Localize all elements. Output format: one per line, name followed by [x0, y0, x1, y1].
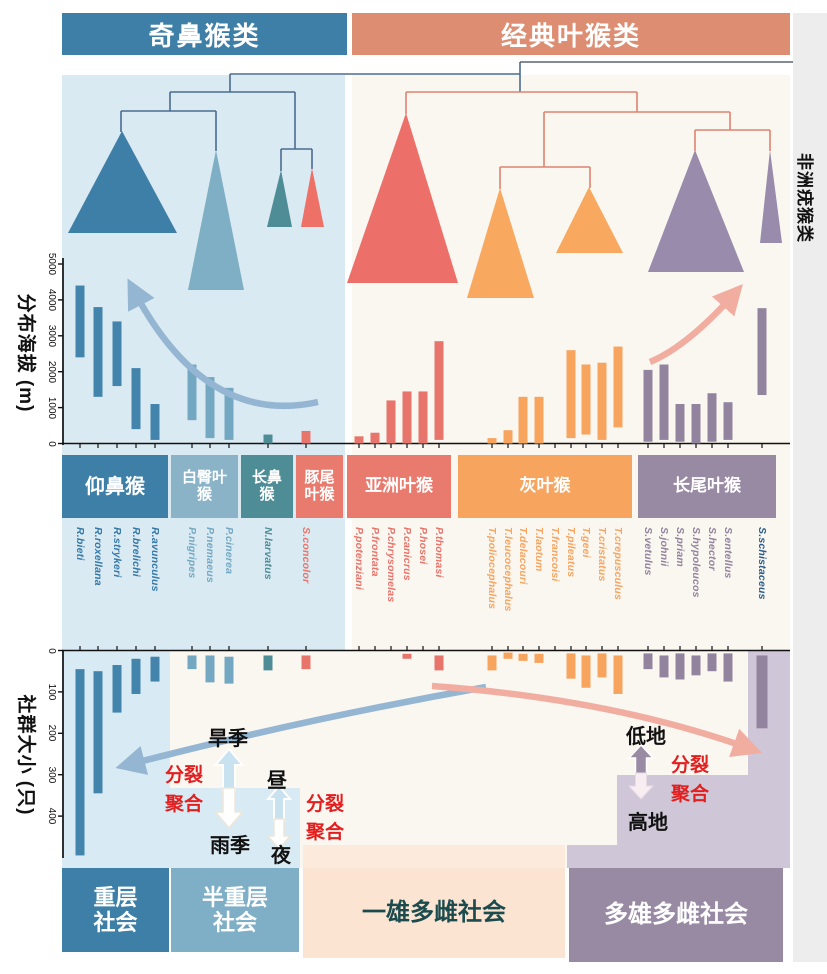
- group-size-bar-P.nigripes: [187, 655, 197, 670]
- group-size-bar-T.crepusculus: [613, 655, 623, 694]
- group-size-bar-T.pileatus: [566, 653, 576, 679]
- header-odd-nosed: 奇鼻猴类: [62, 13, 347, 55]
- outgroup-strip: [793, 13, 827, 962]
- group-size-bar-T.geei: [581, 655, 591, 688]
- group-size-bar-S.vetulus: [643, 653, 653, 670]
- night-label: 夜: [271, 845, 291, 867]
- group-size-bar-S.priam: [675, 653, 685, 680]
- elevation-bar-S.entellus: [723, 402, 733, 440]
- elevation-bar-S.hector: [707, 393, 717, 442]
- group-size-bar-T.delacouri: [518, 653, 528, 661]
- group-size-bar-P.thomasi: [434, 655, 444, 671]
- elevation-bar-T.pileatus: [566, 350, 576, 439]
- elevation-bar-S.vetulus: [643, 369, 653, 442]
- elevation-bar-P.frontata: [370, 432, 380, 444]
- elevation-bar-P.canicrus: [402, 391, 412, 444]
- trend-arrow-elevation-up-right: [648, 284, 743, 365]
- clade-triangle-Pygathrix: [188, 150, 244, 290]
- lowland-label: 低地: [626, 726, 666, 748]
- group-size-bar-T.poliocephalus: [487, 655, 497, 671]
- elevation-bar-R.bieti: [75, 285, 85, 358]
- group-size-axis-title: 社群大小 (只): [15, 694, 36, 816]
- elevation-bar-R.brelichi: [131, 368, 141, 430]
- clade-triangle-Semnopithecus: [648, 150, 744, 272]
- clade-triangle-Nasalis: [267, 170, 292, 227]
- clade-triangle-Trachypithecus-A: [467, 188, 534, 298]
- header-classic-langurs: 经典叶猴类: [352, 13, 790, 55]
- clade-triangle-Rhinopithecus: [68, 131, 177, 233]
- elevation-bar-T.poliocephalus: [487, 438, 497, 444]
- rainy-season-label: 雨季: [210, 835, 250, 857]
- elevation-bar-T.laotum: [534, 396, 544, 444]
- elevation-bar-T.cristatus: [597, 362, 607, 440]
- trend-arrow-group-size-right: [431, 682, 763, 757]
- group-size-bar-S.schistaceus: [756, 655, 768, 729]
- elevation-bar-R.strykeri: [112, 321, 122, 387]
- group-size-bar-S.johnii: [659, 655, 669, 678]
- elevation-bar-P.nemaeus: [205, 377, 215, 439]
- group-size-bar-R.avunculus: [150, 656, 160, 682]
- elevation-bar-S.johnii: [659, 364, 669, 440]
- header-classic-langurs-label: 经典叶猴类: [500, 20, 641, 51]
- elevation-bar-P.chrysomelas: [386, 400, 396, 444]
- group-size-bar-R.bieti: [75, 669, 85, 856]
- fusion-label-season: 聚合: [164, 794, 204, 815]
- dry-season-label: 旱季: [208, 728, 248, 750]
- elevation-bar-P.thomasi: [434, 341, 444, 440]
- group-size-bar-S.hector: [707, 653, 717, 672]
- elevation-bar-T.crepusculus: [613, 346, 623, 428]
- elevation-bar-S.priam: [675, 404, 685, 442]
- trend-arrow-group-size-left: [115, 683, 487, 775]
- elevation-bar-P.cinerea: [224, 387, 234, 440]
- clade-triangle-Presbytis: [347, 113, 458, 283]
- trend-arrow-elevation-up-left: [127, 278, 319, 409]
- elevation-bar-P.potenziani: [354, 436, 364, 444]
- header-odd-nosed-label: 奇鼻猴类: [148, 20, 261, 51]
- down-arrow-highland: [627, 772, 655, 800]
- group-size-bar-T.leucocephalus: [503, 652, 513, 659]
- fission-label-season: 分裂: [164, 765, 204, 786]
- group-size-bar-P.nemaeus: [205, 655, 215, 683]
- down-arrow-night: [266, 818, 292, 851]
- elevation-axis-title: 分布海拔 (m): [15, 293, 36, 413]
- elevation-bar-T.geei: [581, 364, 591, 435]
- elevation-bar-S.schistaceus: [757, 308, 767, 396]
- group-size-bar-S.hypoleucos: [691, 655, 701, 676]
- bottom-bg-purple-staircase: [567, 651, 790, 868]
- elevation-bar-S.hypoleucos: [691, 404, 701, 444]
- bottom-peach-strip: [303, 845, 565, 868]
- elevation-bar-R.roxellana: [93, 307, 103, 397]
- fusion-label-altitude: 聚合: [670, 784, 710, 805]
- panel-bg-odd-nosed: [62, 75, 345, 650]
- group-size-bar-R.roxellana: [93, 671, 103, 794]
- elevation-bar-T.delacouri: [518, 396, 528, 444]
- group-size-bar-R.strykeri: [112, 664, 122, 713]
- group-size-bar-N.larvatus: [263, 655, 273, 671]
- clade-triangle-Trachypithecus-B: [556, 187, 623, 253]
- group-size-bar-S.concolor: [301, 655, 311, 670]
- fusion-label-daynight: 聚合: [305, 822, 345, 843]
- elevation-bar-R.avunculus: [150, 404, 160, 440]
- elevation-bar-S.concolor: [301, 430, 311, 444]
- highland-label: 高地: [628, 812, 668, 834]
- elevation-bar-N.larvatus: [263, 434, 273, 444]
- fission-label-altitude: 分裂: [670, 755, 710, 776]
- group-size-bar-T.cristatus: [597, 653, 607, 678]
- group-size-bar-R.brelichi: [131, 658, 141, 694]
- clade-triangle-Semnopithecus-schistaceus: [760, 150, 782, 243]
- elevation-bar-P.nigripes: [187, 364, 197, 421]
- day-label: 昼: [267, 770, 287, 792]
- group-size-bar-S.entellus: [723, 653, 733, 682]
- clade-triangle-Simias: [301, 168, 324, 227]
- elevation-bar-P.hosei: [418, 391, 428, 444]
- outgroup-vertical-label: 非洲疣猴类: [795, 153, 814, 243]
- down-arrow-rainy-season: [213, 787, 245, 830]
- group-size-bar-P.cinerea: [224, 656, 234, 684]
- elevation-bar-T.leucocephalus: [503, 430, 513, 444]
- group-size-bar-T.laotum: [534, 653, 544, 663]
- group-size-bar-P.canicrus: [402, 653, 412, 659]
- fission-label-daynight: 分裂: [305, 794, 345, 815]
